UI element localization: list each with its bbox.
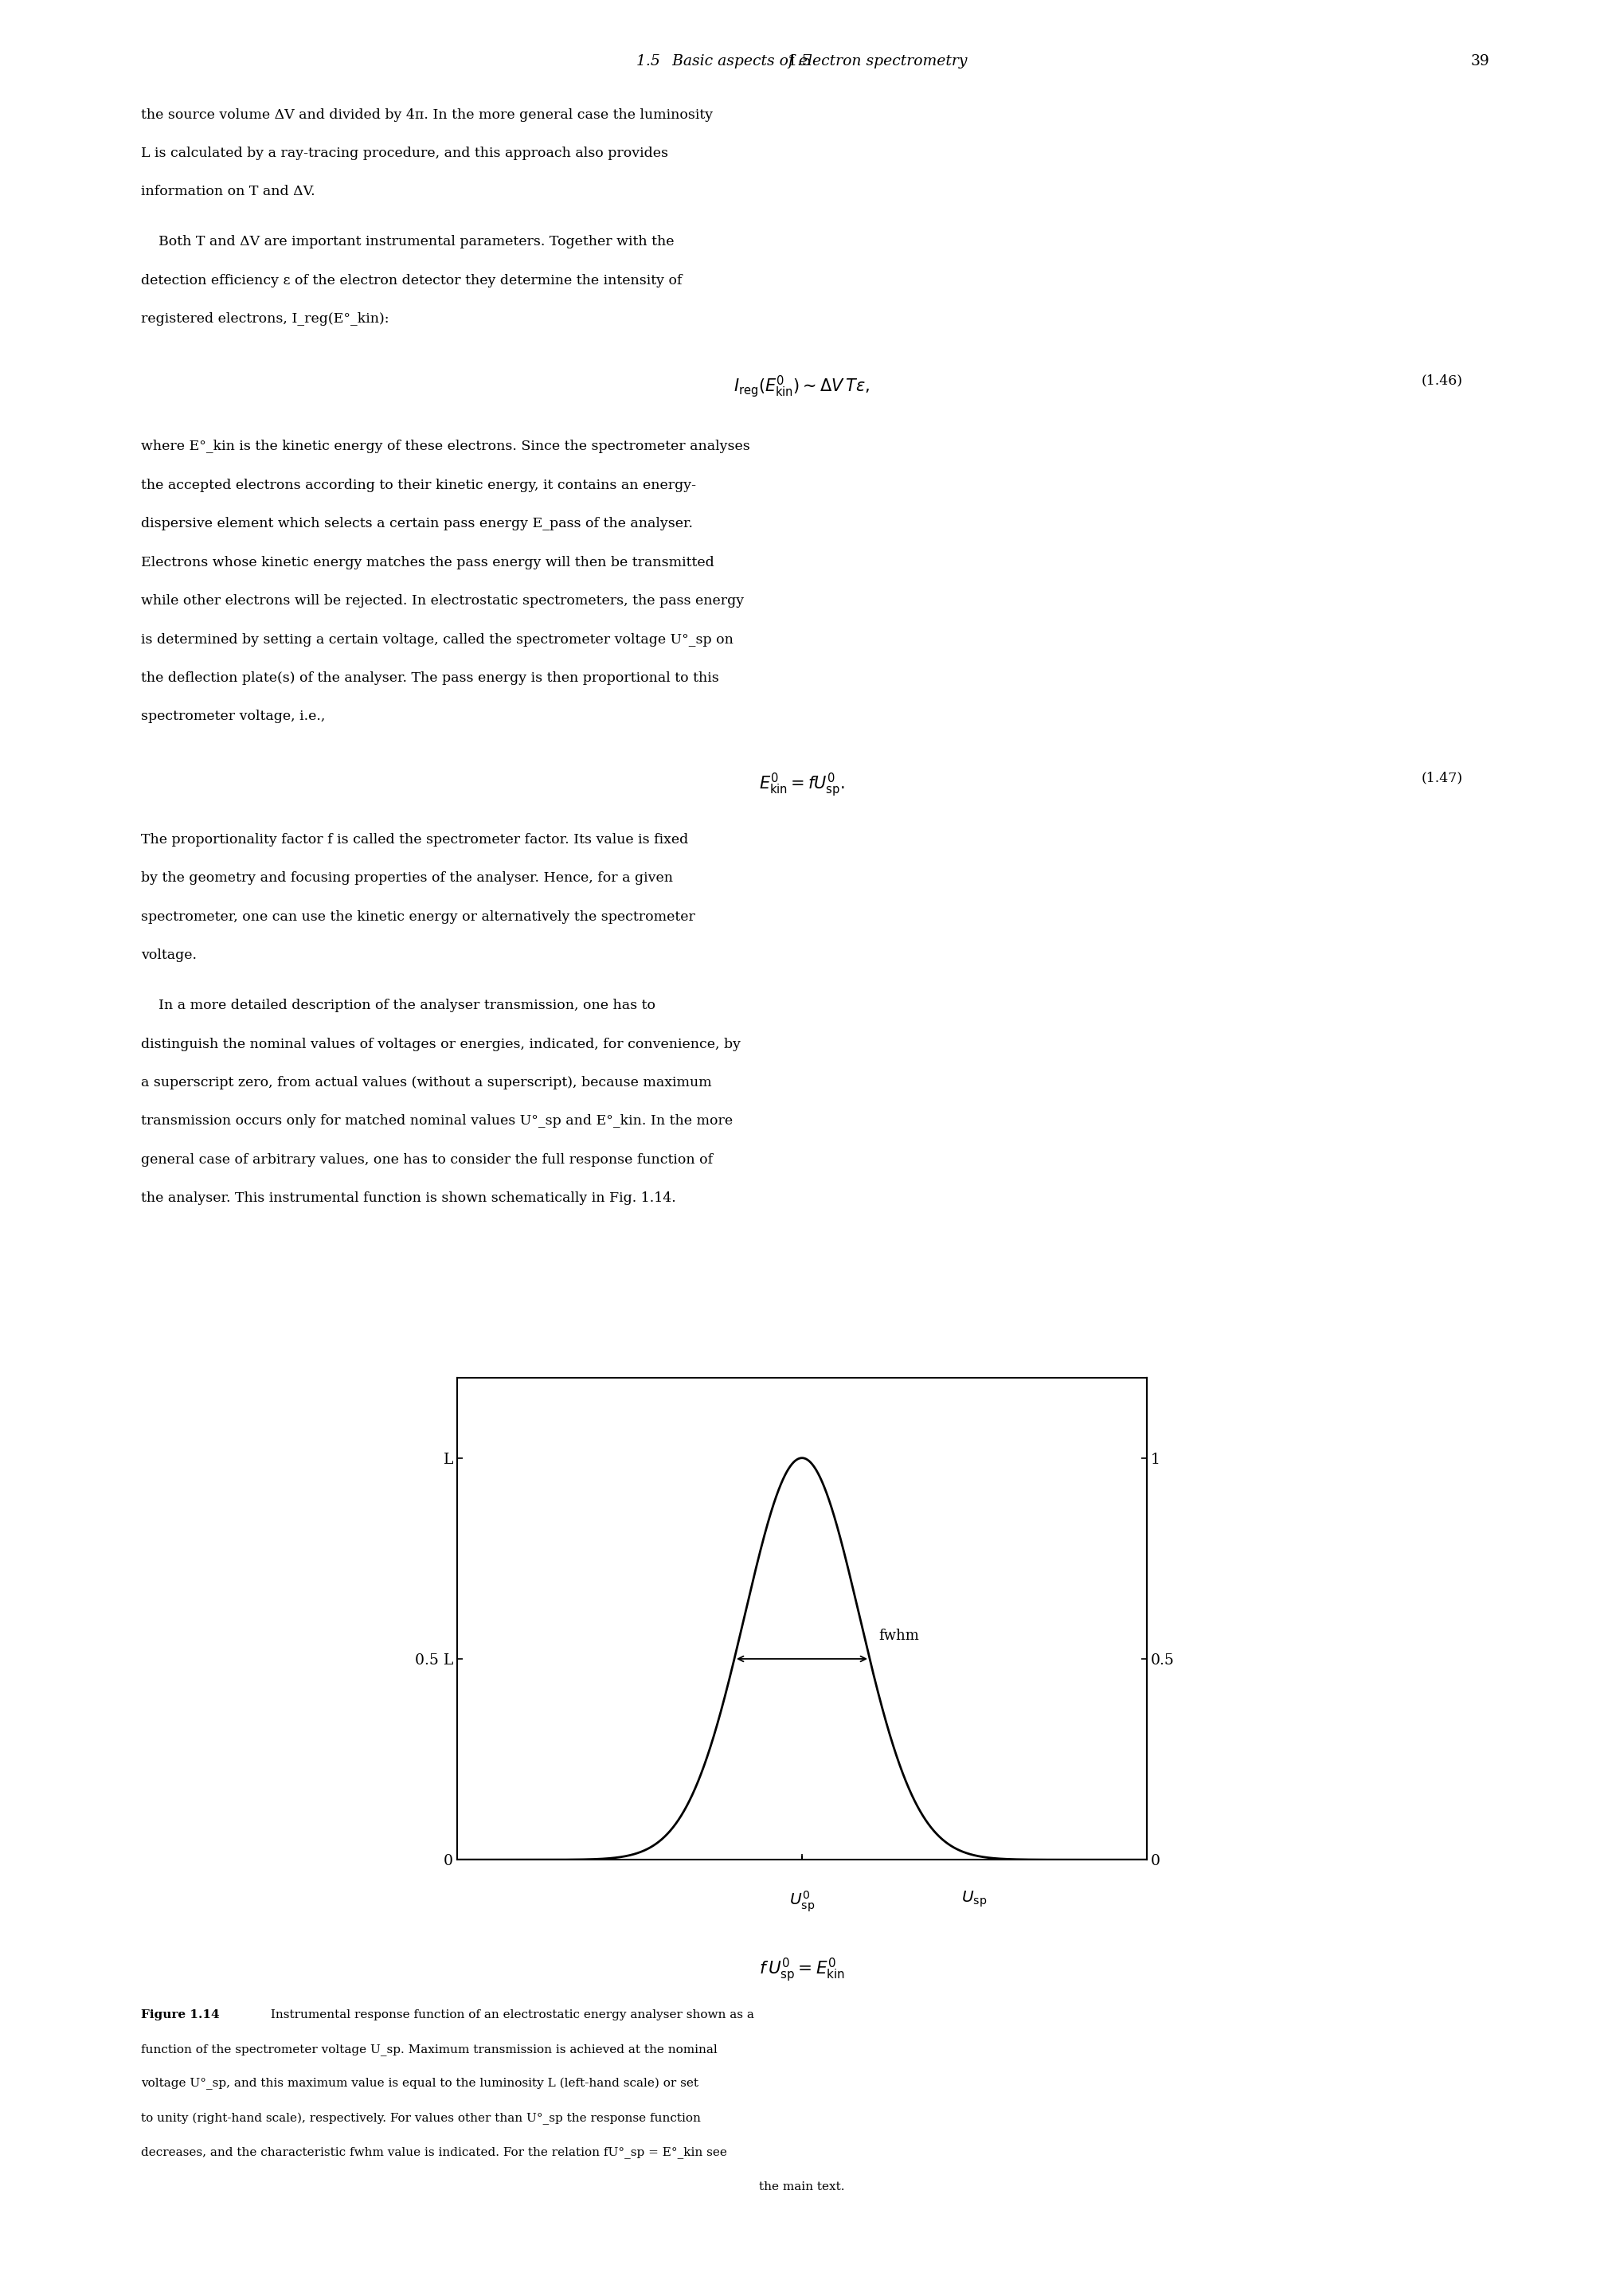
Text: Instrumental response function of an electrostatic energy analyser shown as a: Instrumental response function of an ele… <box>266 2009 754 2020</box>
Text: a superscript zero, from actual values (without a superscript), because maximum: a superscript zero, from actual values (… <box>141 1077 712 1088</box>
Text: information on T and ΔV.: information on T and ΔV. <box>141 186 316 197</box>
Text: $I_{\rm reg}(E^0_{\rm kin}) \sim \Delta V\, T\varepsilon,$: $I_{\rm reg}(E^0_{\rm kin}) \sim \Delta … <box>735 374 869 400</box>
Text: the accepted electrons according to their kinetic energy, it contains an energy-: the accepted electrons according to thei… <box>141 478 696 491</box>
Text: is determined by setting a certain voltage, called the spectrometer voltage U°_s: is determined by setting a certain volta… <box>141 634 733 645</box>
Text: spectrometer, one can use the kinetic energy or alternatively the spectrometer: spectrometer, one can use the kinetic en… <box>141 909 696 923</box>
Text: by the geometry and focusing properties of the analyser. Hence, for a given: by the geometry and focusing properties … <box>141 872 674 884</box>
Text: dispersive element which selects a certain pass energy E_pass of the analyser.: dispersive element which selects a certa… <box>141 517 693 530</box>
Text: L is calculated by a ray-tracing procedure, and this approach also provides: L is calculated by a ray-tracing procedu… <box>141 147 669 161</box>
Text: fwhm: fwhm <box>879 1628 919 1644</box>
Text: 1.5: 1.5 <box>788 55 816 69</box>
Text: (1.47): (1.47) <box>1421 771 1463 785</box>
Text: The proportionality factor f is called the spectrometer factor. Its value is fix: The proportionality factor f is called t… <box>141 833 688 847</box>
Text: decreases, and the characteristic fwhm value is indicated. For the relation fU°_: decreases, and the characteristic fwhm v… <box>141 2147 727 2158</box>
Text: voltage.: voltage. <box>141 948 197 962</box>
Text: where E°_kin is the kinetic energy of these electrons. Since the spectrometer an: where E°_kin is the kinetic energy of th… <box>141 441 751 452</box>
Text: distinguish the nominal values of voltages or energies, indicated, for convenien: distinguish the nominal values of voltag… <box>141 1038 741 1052</box>
Text: the deflection plate(s) of the analyser. The pass energy is then proportional to: the deflection plate(s) of the analyser.… <box>141 670 719 684</box>
Text: function of the spectrometer voltage U_sp. Maximum transmission is achieved at t: function of the spectrometer voltage U_s… <box>141 2043 717 2055</box>
Text: $E^0_{\rm kin} = f U^0_{\rm sp}.$: $E^0_{\rm kin} = f U^0_{\rm sp}.$ <box>759 771 845 799</box>
Text: Figure 1.14: Figure 1.14 <box>141 2009 220 2020</box>
Text: $U_{\rm sp}^0$: $U_{\rm sp}^0$ <box>789 1890 815 1915</box>
Text: In a more detailed description of the analyser transmission, one has to: In a more detailed description of the an… <box>141 999 656 1013</box>
Text: registered electrons, I_reg(E°_kin):: registered electrons, I_reg(E°_kin): <box>141 312 390 326</box>
Text: while other electrons will be rejected. In electrostatic spectrometers, the pass: while other electrons will be rejected. … <box>141 595 744 608</box>
Text: Electrons whose kinetic energy matches the pass energy will then be transmitted: Electrons whose kinetic energy matches t… <box>141 556 714 569</box>
Text: to unity (right-hand scale), respectively. For values other than U°_sp the respo: to unity (right-hand scale), respectivel… <box>141 2112 701 2124</box>
Text: Both T and ΔV are important instrumental parameters. Together with the: Both T and ΔV are important instrumental… <box>141 234 674 248</box>
Text: detection efficiency ε of the electron detector they determine the intensity of: detection efficiency ε of the electron d… <box>141 273 682 287</box>
Text: the main text.: the main text. <box>759 2181 845 2193</box>
Text: 39: 39 <box>1471 55 1490 69</box>
Text: the source volume ΔV and divided by 4π. In the more general case the luminosity: the source volume ΔV and divided by 4π. … <box>141 108 714 122</box>
Text: $U_{\rm sp}$: $U_{\rm sp}$ <box>961 1890 988 1908</box>
Text: the analyser. This instrumental function is shown schematically in Fig. 1.14.: the analyser. This instrumental function… <box>141 1192 677 1205</box>
Text: $f\,U_{\rm sp}^0 = E_{\rm kin}^0$: $f\,U_{\rm sp}^0 = E_{\rm kin}^0$ <box>759 1956 845 1984</box>
Text: general case of arbitrary values, one has to consider the full response function: general case of arbitrary values, one ha… <box>141 1153 714 1166</box>
Text: (1.46): (1.46) <box>1421 374 1463 388</box>
Text: spectrometer voltage, i.e.,: spectrometer voltage, i.e., <box>141 709 326 723</box>
Text: voltage U°_sp, and this maximum value is equal to the luminosity L (left-hand sc: voltage U°_sp, and this maximum value is… <box>141 2078 699 2089</box>
Text: transmission occurs only for matched nominal values U°_sp and E°_kin. In the mor: transmission occurs only for matched nom… <box>141 1114 733 1127</box>
Text: 1.5  Basic aspects of electron spectrometry: 1.5 Basic aspects of electron spectromet… <box>637 55 967 69</box>
